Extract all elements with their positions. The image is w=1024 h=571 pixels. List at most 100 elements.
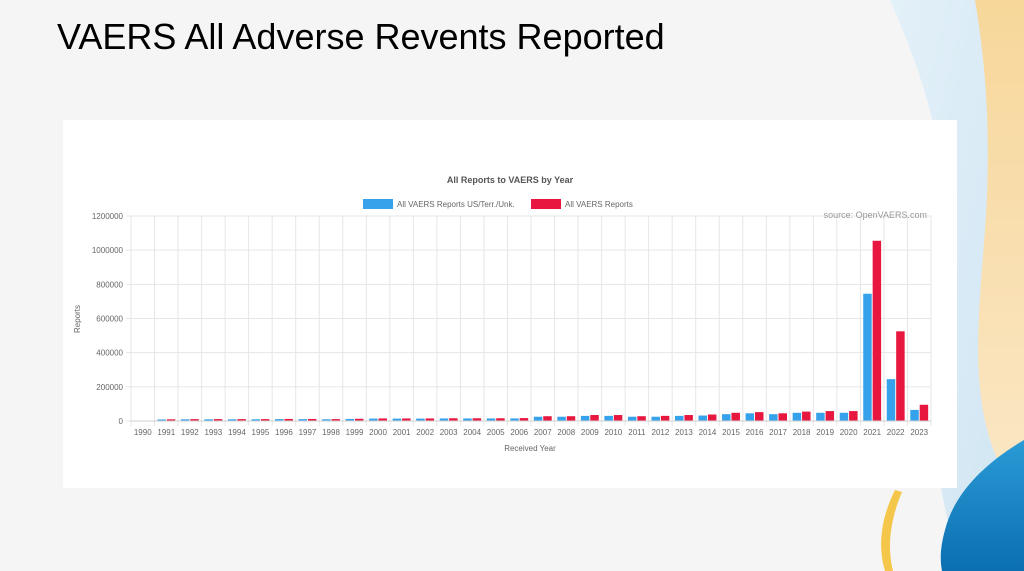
x-tick-label: 2013 <box>675 428 693 437</box>
legend-swatch-us <box>363 199 393 209</box>
x-tick-label: 2022 <box>887 428 905 437</box>
legend-swatch-all <box>531 199 561 209</box>
grid <box>126 215 932 426</box>
y-tick-label: 1200000 <box>92 212 124 221</box>
bar-us-2023 <box>910 409 919 421</box>
bar-us-2022 <box>886 379 896 421</box>
bar-us-2006 <box>510 418 519 421</box>
bar-us-1993 <box>204 419 213 421</box>
bar-all-1999 <box>355 418 364 421</box>
bar-all-2012 <box>660 415 670 421</box>
bar-all-1997 <box>307 418 317 421</box>
legend-label-us[interactable]: All VAERS Reports US/Terr./Unk. <box>397 200 515 209</box>
bar-all-2008 <box>566 416 576 421</box>
legend: All VAERS Reports US/Terr./Unk. All VAER… <box>363 199 633 209</box>
x-tick-label: 2016 <box>746 428 764 437</box>
x-tick-label: 1996 <box>275 428 293 437</box>
bar-us-2009 <box>580 415 590 421</box>
bar-all-2011 <box>637 416 646 421</box>
bar-us-2005 <box>486 418 496 421</box>
y-tick-label: 1000000 <box>92 246 124 255</box>
x-tick-label: 2002 <box>416 428 434 437</box>
slide-title: VAERS All Adverse Revents Reported <box>57 16 665 57</box>
bar-all-1994 <box>237 419 246 421</box>
bar-us-2012 <box>651 416 660 421</box>
bar-us-1999 <box>345 418 355 421</box>
x-tick-label: 1997 <box>299 428 317 437</box>
bar-us-2020 <box>839 412 849 421</box>
x-tick-label: 1994 <box>228 428 246 437</box>
bar-all-2002 <box>425 418 435 421</box>
x-tick-label: 1999 <box>346 428 364 437</box>
x-tick-label: 2020 <box>840 428 858 437</box>
bar-us-2010 <box>604 415 613 421</box>
bar-all-2003 <box>449 418 458 421</box>
legend-label-all[interactable]: All VAERS Reports <box>565 200 633 209</box>
bar-all-1992 <box>190 419 199 421</box>
bar-us-2019 <box>816 412 825 421</box>
bar-all-2022 <box>896 331 905 421</box>
source-label: source: OpenVAERS.com <box>824 210 927 220</box>
bar-us-2017 <box>769 414 778 421</box>
x-tick-label: 2019 <box>816 428 834 437</box>
bar-all-2019 <box>825 411 835 421</box>
bar-all-2023 <box>919 404 929 421</box>
x-tick-label: 1995 <box>252 428 270 437</box>
chart: 0 200000 400000 600000 800000 1000000 1200000 1… <box>73 175 932 453</box>
bar-us-2002 <box>416 418 425 421</box>
bar-all-2015 <box>731 412 740 421</box>
bar-all-1998 <box>331 419 340 421</box>
bar-us-2003 <box>439 418 449 421</box>
x-tick-label: 2001 <box>393 428 411 437</box>
decor-yellow-ribbon <box>881 490 902 571</box>
bar-all-2017 <box>778 413 787 421</box>
y-tick-label: 600000 <box>96 315 123 324</box>
x-tick-label: 1992 <box>181 428 199 437</box>
bar-all-1993 <box>213 419 223 421</box>
decor-orange-wave <box>975 0 1024 500</box>
bar-all-2004 <box>472 418 482 421</box>
x-tick-label: 1993 <box>204 428 222 437</box>
bar-us-2013 <box>675 415 684 421</box>
bar-us-2014 <box>698 415 707 421</box>
x-tick-label: 2012 <box>652 428 670 437</box>
x-tick-label: 2009 <box>581 428 599 437</box>
bar-us-2004 <box>463 418 472 421</box>
x-tick-label: 1998 <box>322 428 340 437</box>
x-tick-label: 2014 <box>699 428 717 437</box>
bar-all-1996 <box>284 418 293 421</box>
chart-title: All Reports to VAERS by Year <box>447 175 574 185</box>
y-tick-label: 0 <box>119 417 124 426</box>
bar-all-2014 <box>707 414 717 421</box>
bars <box>133 240 929 422</box>
bar-all-2013 <box>684 415 693 421</box>
bar-all-2020 <box>849 411 858 421</box>
bar-all-2005 <box>496 418 505 421</box>
bar-us-1992 <box>180 419 190 421</box>
x-tick-label: 2005 <box>487 428 505 437</box>
y-tick-label: 800000 <box>96 280 123 289</box>
x-tick-label: 2003 <box>440 428 458 437</box>
x-tick-label: 2023 <box>910 428 928 437</box>
bar-all-2000 <box>378 418 387 421</box>
bar-all-2018 <box>802 411 811 421</box>
bar-us-1996 <box>275 419 284 421</box>
x-axis-title: Received Year <box>504 444 556 453</box>
bar-us-2021 <box>863 293 872 421</box>
x-tick-label: 2007 <box>534 428 552 437</box>
x-tick-label: 1991 <box>157 428 175 437</box>
bar-all-1991 <box>166 419 176 421</box>
bar-us-1998 <box>322 419 331 421</box>
y-tick-label: 200000 <box>96 383 123 392</box>
x-tick-label: 2006 <box>510 428 528 437</box>
bar-us-2015 <box>722 414 731 421</box>
bar-us-2000 <box>369 418 378 421</box>
bar-us-2011 <box>627 416 637 421</box>
chart-card: 0 200000 400000 600000 800000 1000000 1200000 1… <box>63 120 957 488</box>
x-tick-label: 2017 <box>769 428 787 437</box>
x-tick-label: 2008 <box>557 428 575 437</box>
bar-all-2016 <box>755 412 764 421</box>
x-tick-label: 1990 <box>134 428 152 437</box>
x-tick-label: 2011 <box>628 428 646 437</box>
